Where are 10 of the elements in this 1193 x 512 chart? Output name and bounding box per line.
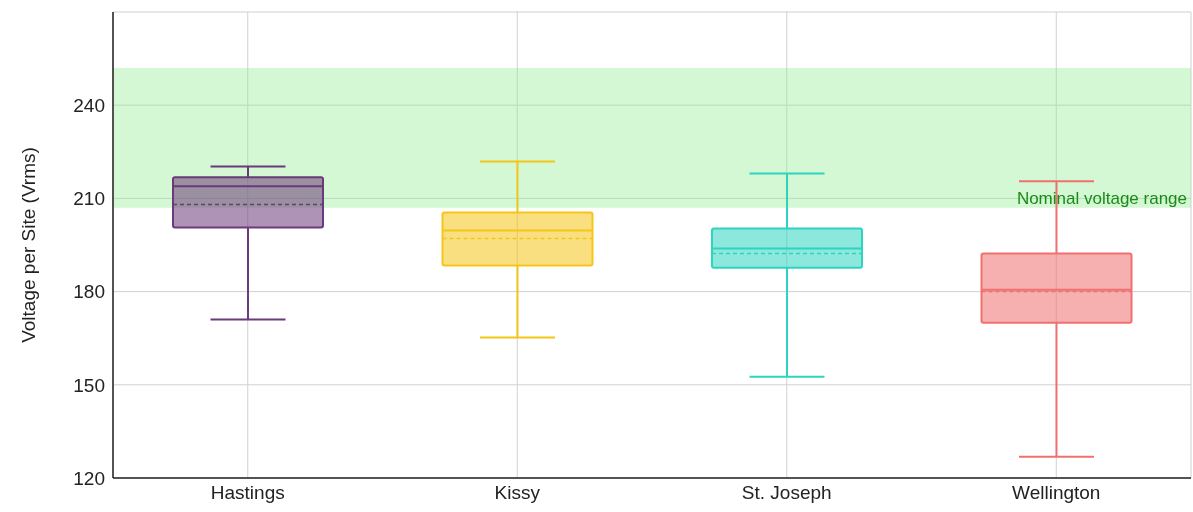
x-tick-label: Kissy xyxy=(494,482,541,504)
y-tick-label: 240 xyxy=(73,94,105,116)
y-tick-label: 210 xyxy=(73,188,105,210)
y-axis-title: Voltage per Site (Vrms) xyxy=(17,147,39,343)
x-tick-label: Wellington xyxy=(1012,482,1101,504)
y-tick-label: 180 xyxy=(73,281,105,303)
x-tick-label: Hastings xyxy=(210,482,285,504)
x-tick-label: St. Joseph xyxy=(741,482,832,504)
y-tick-label: 120 xyxy=(73,467,105,489)
y-tick-label: 150 xyxy=(73,374,105,396)
